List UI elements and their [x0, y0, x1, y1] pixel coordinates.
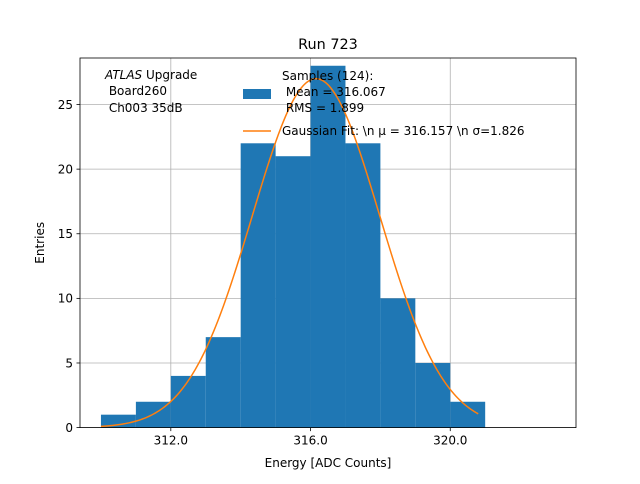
histogram-bars	[100, 65, 486, 428]
x-tick-label: 312.0	[154, 434, 188, 448]
y-tick-label: 20	[58, 162, 73, 176]
legend-histogram-swatch	[243, 89, 271, 99]
legend-samples-line1: Samples (124):	[282, 69, 373, 83]
legend-fit-label: Gaussian Fit: \n μ = 316.157 \n σ=1.826	[282, 124, 525, 138]
annotation-atlas-italic: ATLAS	[104, 68, 143, 82]
y-tick-label: 0	[65, 421, 73, 435]
histogram-bar	[345, 143, 381, 428]
y-axis-ticks: 0 5 10 15 20 25	[58, 98, 80, 435]
annotation-upgrade: Upgrade	[142, 68, 197, 82]
y-tick-label: 10	[58, 292, 73, 306]
svg-text:ATLAS Upgrade: ATLAS Upgrade	[104, 68, 197, 82]
histogram-bar	[450, 401, 486, 428]
histogram-bar	[275, 156, 311, 428]
legend-samples-line3: RMS = 1.899	[282, 101, 364, 115]
x-axis-ticks: 312.0 316.0 320.0	[154, 427, 467, 448]
annotation-board: Board260	[105, 84, 167, 98]
legend: Samples (124): Mean = 316.067 RMS = 1.89…	[243, 69, 525, 138]
histogram-bar	[205, 337, 241, 428]
legend-samples-line2: Mean = 316.067	[282, 85, 386, 99]
histogram-bar	[415, 362, 451, 428]
annotation-channel: Ch003 35dB	[105, 101, 183, 115]
y-tick-label: 5	[65, 356, 73, 370]
histogram-bar	[380, 298, 416, 428]
x-tick-label: 320.0	[433, 434, 467, 448]
histogram-bar	[100, 414, 136, 428]
experiment-annotation: ATLAS Upgrade Board260 Ch003 35dB	[104, 68, 197, 115]
gaussian-fit-layer	[100, 77, 479, 428]
gaussian-fit-curve	[100, 77, 479, 428]
histogram-bar	[170, 375, 206, 428]
x-tick-label: 316.0	[293, 434, 327, 448]
chart-title: Run 723	[298, 37, 358, 53]
plot-frame	[79, 57, 577, 429]
histogram-bar	[240, 143, 276, 428]
x-axis-label: Energy [ADC Counts]	[265, 456, 392, 470]
y-tick-label: 15	[58, 227, 73, 241]
histogram-bar	[310, 65, 346, 428]
y-axis-label: Entries	[33, 222, 47, 264]
y-tick-label: 25	[58, 98, 73, 112]
